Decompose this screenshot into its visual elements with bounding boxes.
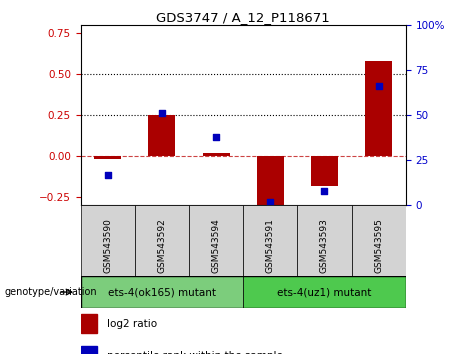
Point (375, 83, 382, 89)
Text: genotype/variation: genotype/variation (5, 287, 97, 297)
Bar (135, 205, 189, 276)
Text: GSM543591: GSM543591 (266, 218, 275, 273)
Title: GDS3747 / A_12_P118671: GDS3747 / A_12_P118671 (156, 11, 330, 24)
Text: GSM543595: GSM543595 (374, 218, 383, 273)
Bar (243, 205, 297, 276)
Text: ets-4(ok165) mutant: ets-4(ok165) mutant (108, 287, 216, 297)
Text: ets-4(uz1) mutant: ets-4(uz1) mutant (277, 287, 372, 297)
Bar (81, 346, 97, 354)
Bar (365, 61, 392, 156)
Text: GSM543594: GSM543594 (212, 218, 221, 273)
Bar (352, 205, 406, 276)
Bar (81, 276, 243, 308)
Point (104, 172, 112, 177)
Text: GSM543592: GSM543592 (157, 218, 166, 273)
Point (266, 199, 274, 205)
Text: GSM543593: GSM543593 (320, 218, 329, 273)
Bar (81, 205, 135, 276)
Text: percentile rank within the sample: percentile rank within the sample (106, 351, 283, 354)
Bar (257, 156, 284, 205)
Bar (81, 314, 97, 333)
Text: log2 ratio: log2 ratio (106, 319, 157, 329)
Bar (311, 156, 338, 185)
Bar (202, 153, 230, 156)
Text: GSM543590: GSM543590 (103, 218, 112, 273)
Point (213, 134, 220, 139)
Point (158, 110, 165, 116)
Bar (297, 205, 352, 276)
Bar (243, 276, 406, 308)
Bar (94, 156, 121, 159)
Bar (148, 115, 176, 156)
Point (321, 188, 328, 194)
Bar (189, 205, 243, 276)
